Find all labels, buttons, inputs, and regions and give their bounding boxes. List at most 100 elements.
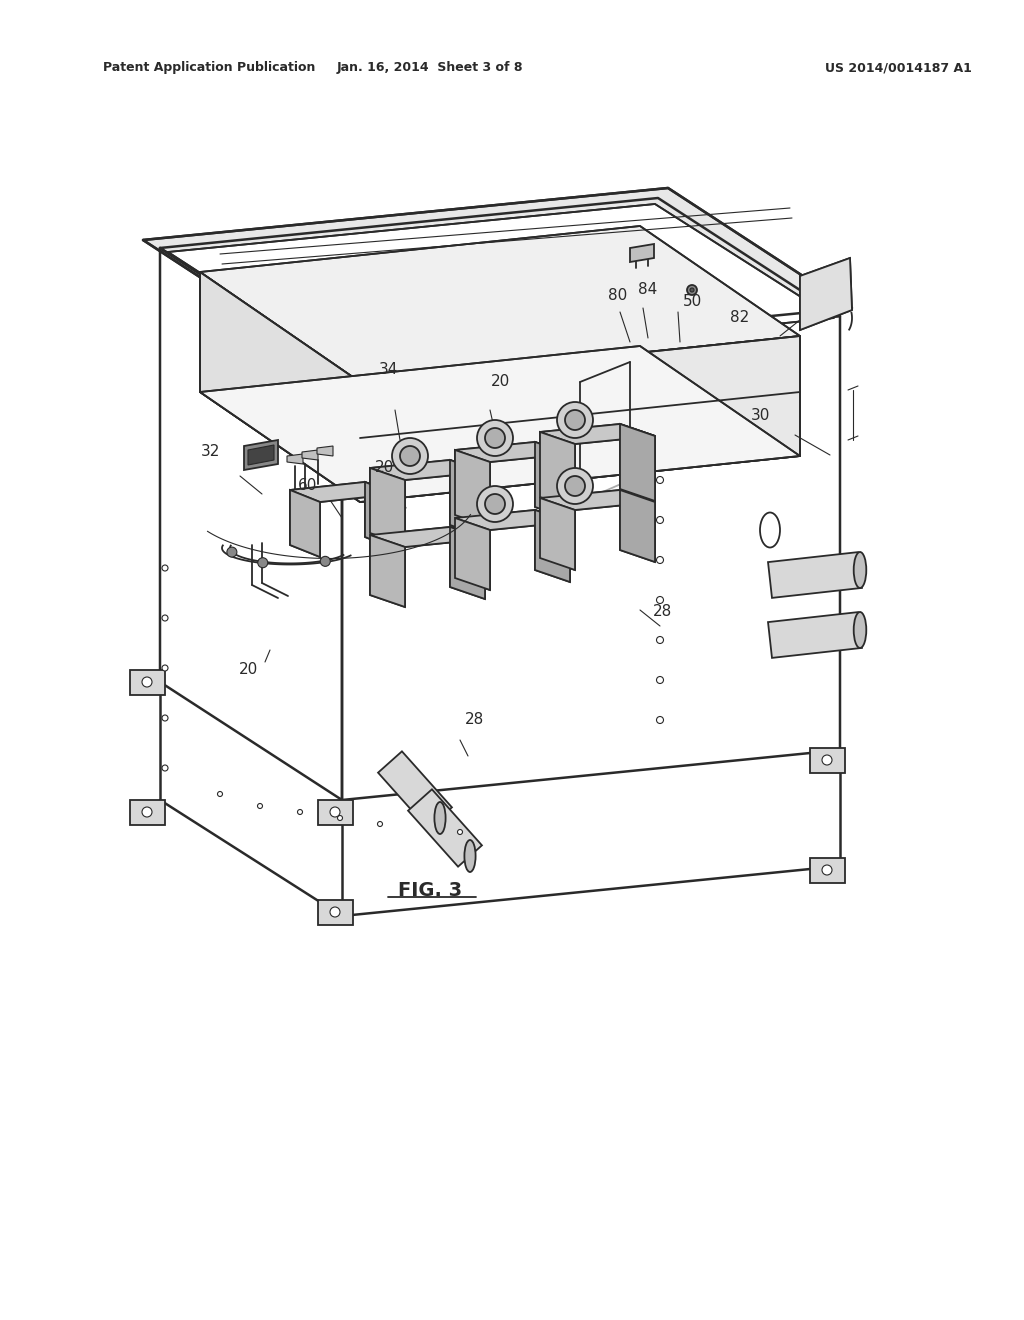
Polygon shape — [370, 459, 485, 480]
Ellipse shape — [465, 840, 475, 873]
Text: 28: 28 — [652, 605, 672, 619]
Circle shape — [656, 516, 664, 524]
Polygon shape — [540, 498, 575, 570]
Circle shape — [162, 715, 168, 721]
Polygon shape — [810, 858, 845, 883]
Polygon shape — [370, 535, 406, 607]
Polygon shape — [287, 454, 303, 465]
Text: 20: 20 — [376, 461, 394, 475]
Text: 82: 82 — [730, 310, 750, 326]
Polygon shape — [620, 490, 655, 562]
Polygon shape — [160, 632, 840, 800]
Circle shape — [142, 807, 152, 817]
Text: 34: 34 — [378, 363, 397, 378]
Polygon shape — [160, 248, 342, 800]
Polygon shape — [200, 272, 360, 502]
Polygon shape — [130, 800, 165, 825]
Polygon shape — [800, 257, 852, 330]
Text: FIG. 3: FIG. 3 — [398, 880, 462, 899]
Circle shape — [477, 420, 513, 455]
Polygon shape — [160, 198, 840, 366]
Polygon shape — [630, 244, 654, 261]
Polygon shape — [290, 490, 319, 557]
Ellipse shape — [854, 552, 866, 587]
Circle shape — [458, 829, 463, 834]
Circle shape — [557, 469, 593, 504]
Circle shape — [162, 766, 168, 771]
Polygon shape — [409, 789, 482, 867]
Polygon shape — [317, 446, 333, 455]
Polygon shape — [244, 440, 278, 470]
Polygon shape — [143, 187, 852, 360]
Circle shape — [162, 665, 168, 671]
Ellipse shape — [854, 612, 866, 648]
Circle shape — [822, 865, 831, 875]
Polygon shape — [200, 226, 800, 381]
Ellipse shape — [760, 512, 780, 548]
Polygon shape — [365, 482, 395, 549]
Circle shape — [217, 792, 222, 796]
Text: Patent Application Publication: Patent Application Publication — [103, 62, 315, 74]
Circle shape — [378, 821, 383, 826]
Polygon shape — [302, 450, 318, 459]
Polygon shape — [450, 459, 485, 537]
Circle shape — [142, 677, 152, 686]
Circle shape — [330, 807, 340, 817]
Circle shape — [338, 816, 342, 821]
Circle shape — [687, 285, 697, 294]
Polygon shape — [620, 424, 655, 502]
Text: 20: 20 — [239, 663, 258, 677]
Circle shape — [656, 597, 664, 603]
Ellipse shape — [434, 803, 445, 834]
Polygon shape — [540, 432, 575, 510]
Text: 60: 60 — [298, 479, 317, 494]
Circle shape — [557, 403, 593, 438]
Circle shape — [477, 486, 513, 521]
Polygon shape — [360, 337, 800, 502]
Polygon shape — [535, 442, 570, 519]
Polygon shape — [168, 205, 834, 368]
Circle shape — [565, 411, 585, 430]
Polygon shape — [130, 671, 165, 696]
Circle shape — [227, 546, 237, 557]
Polygon shape — [535, 510, 570, 582]
Circle shape — [656, 477, 664, 483]
Circle shape — [162, 565, 168, 572]
Circle shape — [656, 636, 664, 644]
Polygon shape — [455, 510, 570, 531]
Circle shape — [298, 809, 302, 814]
Circle shape — [257, 804, 262, 808]
Text: 30: 30 — [751, 408, 770, 424]
Polygon shape — [342, 315, 840, 800]
Polygon shape — [450, 527, 485, 599]
Circle shape — [258, 558, 267, 568]
Circle shape — [690, 288, 694, 292]
Text: 28: 28 — [464, 713, 483, 727]
Polygon shape — [290, 482, 395, 502]
Circle shape — [485, 494, 505, 513]
Circle shape — [330, 907, 340, 917]
Polygon shape — [540, 424, 655, 444]
Polygon shape — [810, 748, 845, 774]
Polygon shape — [200, 346, 800, 502]
Text: 50: 50 — [682, 294, 701, 309]
Text: 80: 80 — [608, 289, 628, 304]
Circle shape — [392, 438, 428, 474]
Circle shape — [321, 556, 331, 566]
Circle shape — [400, 446, 420, 466]
Circle shape — [656, 717, 664, 723]
Text: 32: 32 — [201, 445, 220, 459]
Circle shape — [565, 477, 585, 496]
Text: 20: 20 — [490, 375, 510, 389]
Circle shape — [485, 428, 505, 447]
Text: US 2014/0014187 A1: US 2014/0014187 A1 — [825, 62, 972, 74]
Polygon shape — [318, 900, 353, 925]
Polygon shape — [540, 490, 655, 510]
Text: Jan. 16, 2014  Sheet 3 of 8: Jan. 16, 2014 Sheet 3 of 8 — [337, 62, 523, 74]
Polygon shape — [248, 445, 274, 465]
Circle shape — [656, 557, 664, 564]
Polygon shape — [455, 450, 490, 527]
Circle shape — [822, 755, 831, 766]
Polygon shape — [370, 527, 485, 546]
Polygon shape — [318, 800, 353, 825]
